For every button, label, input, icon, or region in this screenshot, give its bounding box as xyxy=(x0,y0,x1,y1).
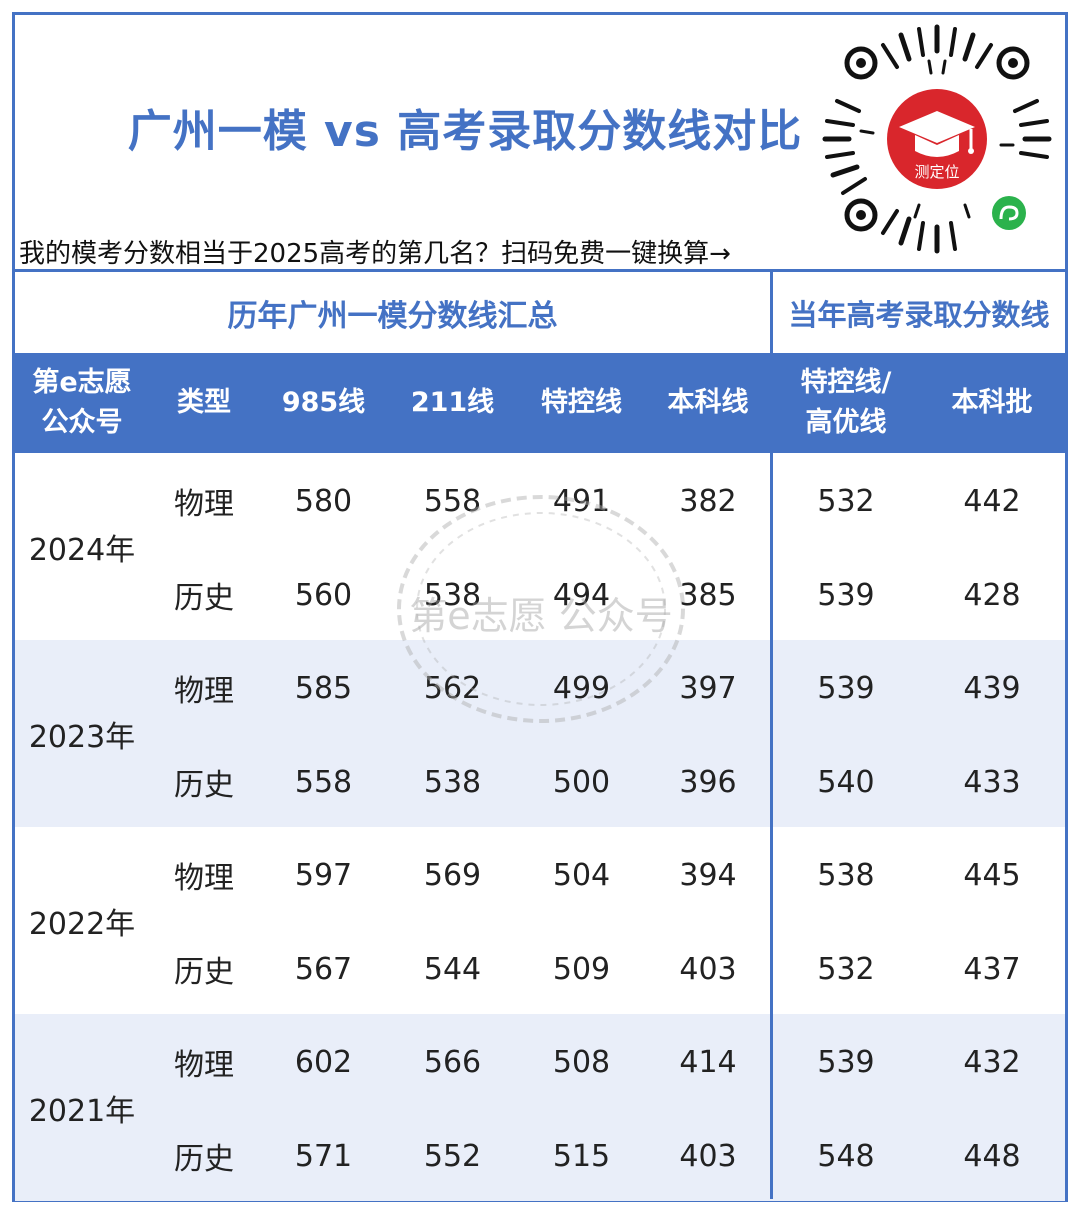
line-211-cell: 538 xyxy=(423,764,482,800)
year-cell: 2022年 xyxy=(28,906,136,942)
qr-badge-label: 测定位 xyxy=(914,163,959,181)
type-cell: 历史 xyxy=(174,955,234,990)
line-985-cell: 580 xyxy=(294,483,353,519)
gaokao-special-line-cell: 532 xyxy=(817,483,875,519)
type-cell: 历史 xyxy=(174,1142,234,1177)
page-title: 广州一模 vs 高考录取分数线对比 xyxy=(127,106,803,157)
undergrad-line-cell: 403 xyxy=(679,951,737,987)
undergrad-line-cell: 385 xyxy=(679,577,737,613)
undergrad-line-cell: 414 xyxy=(679,1044,737,1080)
special-line-cell: 491 xyxy=(552,483,611,519)
column-header-gk-undergrad: 本科批 xyxy=(951,387,1033,418)
gaokao-undergrad-line-cell: 439 xyxy=(963,670,1021,706)
gaokao-undergrad-line-cell: 445 xyxy=(963,857,1021,893)
year-group: 2024年 物理 580 558 491 382 532 442 历史 560 538 494 385 5… xyxy=(15,453,1065,640)
line-211-cell: 552 xyxy=(423,1138,482,1174)
line-985-cell: 558 xyxy=(294,764,353,800)
year-cell: 2024年 xyxy=(28,532,136,568)
gaokao-special-line-cell: 548 xyxy=(817,1138,875,1174)
special-line-cell: 500 xyxy=(552,764,611,800)
column-header-special: 特控线 xyxy=(541,387,622,418)
gaokao-special-line-cell: 532 xyxy=(817,951,875,987)
year-cell: 2021年 xyxy=(28,1093,136,1129)
line-211-cell: 566 xyxy=(423,1044,482,1080)
score-comparison-card: 广州一模 vs 高考录取分数线对比 我的模考分数相当于2025高考的第几名？扫码… xyxy=(12,12,1068,1202)
header: 广州一模 vs 高考录取分数线对比 我的模考分数相当于2025高考的第几名？扫码… xyxy=(15,15,1065,269)
year-group: 2023年 物理 585 562 499 397 539 439 历史 558 538 500 396 5… xyxy=(15,640,1065,827)
gaokao-undergrad-line-cell: 442 xyxy=(963,483,1021,519)
column-header-gk-special: 特控线/高优线 xyxy=(800,367,892,438)
column-header-985: 985线 xyxy=(281,387,366,418)
column-header-brand: 第e志愿 公众号 xyxy=(32,367,132,438)
type-cell: 物理 xyxy=(174,674,234,709)
special-line-cell: 509 xyxy=(552,951,611,987)
section-divider xyxy=(770,269,773,1199)
special-line-cell: 499 xyxy=(552,670,611,706)
table-header-row: 第e志愿 公众号 类型 985线 211线 特控线 本科线 特控线/高优线 本科批 xyxy=(15,353,1065,453)
type-cell: 历史 xyxy=(174,768,234,803)
line-211-cell: 544 xyxy=(423,951,482,987)
mini-program-qr-code[interactable]: 测定位 xyxy=(819,21,1055,257)
year-group: 2022年 物理 597 569 504 394 538 445 历史 567 544 509 403 5… xyxy=(15,827,1065,1014)
special-line-cell: 515 xyxy=(552,1138,611,1174)
line-985-cell: 585 xyxy=(294,670,353,706)
special-line-cell: 504 xyxy=(552,857,611,893)
gaokao-special-line-cell: 539 xyxy=(817,1044,875,1080)
line-985-cell: 571 xyxy=(294,1138,353,1174)
gaokao-special-line-cell: 539 xyxy=(817,670,875,706)
undergrad-line-cell: 396 xyxy=(679,764,737,800)
type-cell: 物理 xyxy=(174,1048,234,1083)
gaokao-undergrad-line-cell: 428 xyxy=(963,577,1021,613)
undergrad-line-cell: 403 xyxy=(679,1138,737,1174)
line-211-cell: 562 xyxy=(423,670,482,706)
year-group: 2021年 物理 602 566 508 414 539 432 历史 571 552 515 403 5… xyxy=(15,1014,1065,1201)
column-header-undergrad: 本科线 xyxy=(667,387,749,418)
line-211-cell: 558 xyxy=(423,483,482,519)
gaokao-undergrad-line-cell: 437 xyxy=(963,951,1021,987)
type-cell: 物理 xyxy=(174,487,234,522)
gaokao-undergrad-line-cell: 448 xyxy=(963,1138,1021,1174)
column-header-type: 类型 xyxy=(177,387,231,418)
undergrad-line-cell: 397 xyxy=(679,670,737,706)
section-header-gaokao: 当年高考录取分数线 xyxy=(773,269,1065,353)
line-211-cell: 569 xyxy=(423,857,482,893)
undergrad-line-cell: 394 xyxy=(679,857,737,893)
type-cell: 物理 xyxy=(174,861,234,896)
mini-program-icon xyxy=(992,196,1026,230)
qr-rays-icon xyxy=(822,24,1052,254)
special-line-cell: 494 xyxy=(552,577,611,613)
line-985-cell: 597 xyxy=(294,857,353,893)
line-985-cell: 567 xyxy=(294,951,353,987)
section-header-mock-exam: 历年广州一模分数线汇总 xyxy=(15,269,770,353)
undergrad-line-cell: 382 xyxy=(679,483,737,519)
scan-prompt: 我的模考分数相当于2025高考的第几名？扫码免费一键换算→ xyxy=(19,239,731,269)
line-211-cell: 538 xyxy=(423,577,482,613)
type-cell: 历史 xyxy=(174,581,234,616)
qr-code-graphic: 测定位 xyxy=(822,24,1052,254)
gaokao-special-line-cell: 540 xyxy=(817,764,875,800)
line-985-cell: 602 xyxy=(294,1044,353,1080)
gaokao-special-line-cell: 538 xyxy=(817,857,875,893)
column-header-211: 211线 xyxy=(410,387,495,418)
line-985-cell: 560 xyxy=(294,577,353,613)
gaokao-special-line-cell: 539 xyxy=(817,577,875,613)
qr-finder-icon xyxy=(844,46,1030,232)
year-cell: 2023年 xyxy=(28,719,136,755)
gaokao-undergrad-line-cell: 432 xyxy=(963,1044,1021,1080)
gaokao-undergrad-line-cell: 433 xyxy=(963,764,1021,800)
special-line-cell: 508 xyxy=(552,1044,611,1080)
